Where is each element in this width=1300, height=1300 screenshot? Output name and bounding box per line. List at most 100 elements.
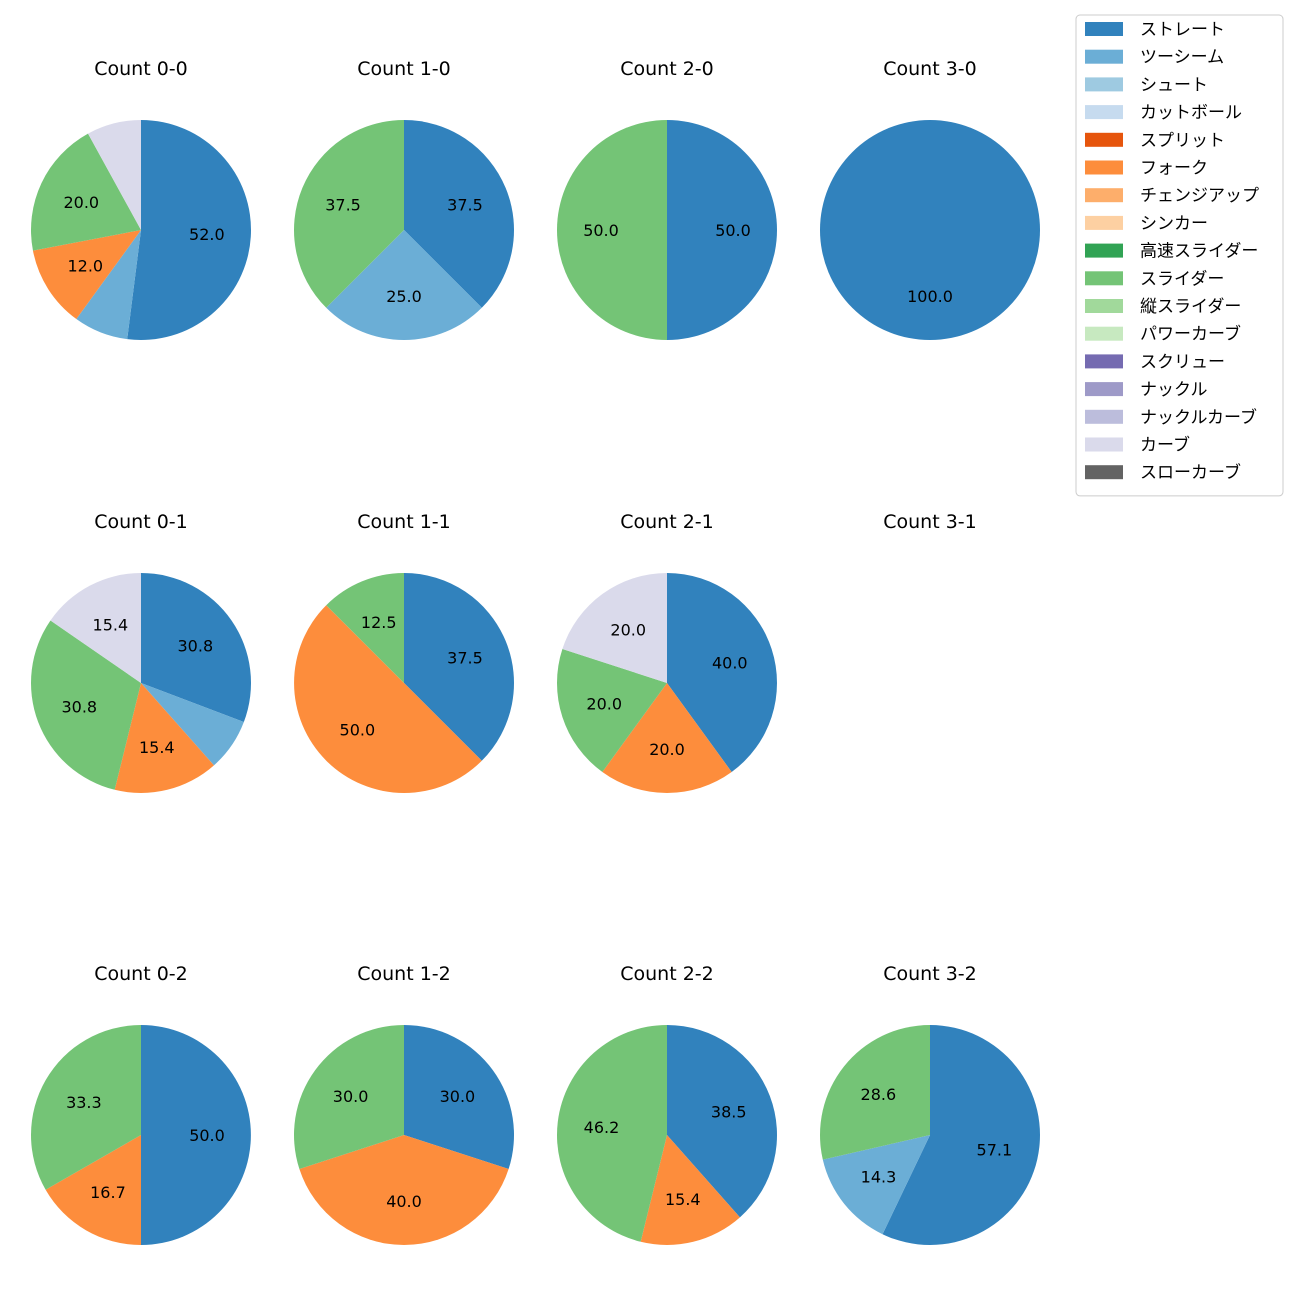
legend-swatch — [1085, 188, 1123, 203]
pie-slice — [667, 1025, 777, 1218]
pie-slice — [404, 1025, 514, 1169]
slice-value-label: 30.8 — [61, 697, 97, 716]
pie-slice — [45, 1135, 141, 1245]
slice-value-label: 38.5 — [711, 1103, 747, 1122]
pie-title: Count 0-0 — [94, 58, 188, 80]
slice-value-label: 37.5 — [447, 649, 483, 668]
legend-swatch — [1085, 132, 1123, 147]
pie-slice — [404, 573, 514, 761]
slice-value-label: 15.4 — [665, 1190, 701, 1209]
pie-6: Count 1-1 37.5 50.0 12.5 — [294, 511, 514, 793]
pie-5: Count 0-1 30.8 15.4 30.8 15.4 — [31, 511, 252, 793]
legend-swatch — [1085, 465, 1123, 480]
legend-label: ストレート — [1140, 20, 1225, 40]
slice-value-label: 50.0 — [340, 721, 376, 740]
pie-slice — [326, 230, 482, 340]
legend-swatch — [1085, 409, 1123, 424]
legend-label: フォーク — [1140, 159, 1208, 179]
pie-slice — [31, 620, 142, 790]
pie-slice — [822, 1135, 930, 1235]
legend-swatch — [1085, 105, 1123, 120]
pie-slice — [326, 573, 404, 683]
legend-swatch — [1085, 22, 1123, 36]
legend-label: ツーシーム — [1140, 48, 1224, 68]
pie-slice — [30, 1025, 141, 1190]
legend-swatch — [1085, 49, 1123, 64]
slice-value-label: 37.5 — [447, 196, 483, 215]
pie-title: Count 1-0 — [357, 58, 451, 80]
legend-label: スプリット — [1140, 131, 1225, 151]
legend-label: スローカーブ — [1140, 462, 1241, 483]
legend-label: スクリュー — [1140, 352, 1225, 372]
pie-slice — [820, 1025, 930, 1160]
pie-slice — [640, 1135, 740, 1245]
slice-value-label: 20.0 — [586, 694, 622, 713]
pie-slice — [299, 1135, 509, 1245]
pie-title: Count 0-2 — [94, 963, 188, 985]
slice-value-label: 20.0 — [63, 193, 99, 212]
pie-title: Count 2-2 — [620, 963, 714, 985]
pie-slice — [294, 605, 482, 793]
slice-value-label: 52.0 — [189, 225, 225, 244]
legend-swatch — [1085, 215, 1123, 230]
pie-slice — [76, 230, 141, 340]
slice-value-label: 100.0 — [907, 287, 953, 306]
legend-label: シンカー — [1140, 214, 1208, 234]
legend-swatch — [1085, 437, 1123, 452]
legend-swatch — [1085, 299, 1123, 313]
slice-value-label: 15.4 — [139, 738, 175, 757]
pie-title: Count 2-1 — [620, 511, 714, 533]
pie-slice — [294, 1025, 404, 1169]
slice-value-label: 16.7 — [90, 1183, 126, 1202]
pie-title: Count 3-1 — [883, 511, 977, 533]
pie-slice — [882, 1025, 1040, 1245]
pie-slice — [88, 120, 141, 230]
legend-swatch — [1085, 77, 1123, 92]
pie-slice — [114, 683, 214, 793]
slice-value-label: 28.6 — [861, 1085, 897, 1104]
pie-title: Count 1-1 — [357, 511, 451, 533]
slice-value-label: 57.1 — [977, 1141, 1013, 1160]
slice-value-label: 20.0 — [610, 621, 646, 640]
pie-10: Count 1-2 30.0 40.0 30.0 — [294, 963, 514, 1245]
pies-layer: Count 0-0 52.0 12.0 20.0 Count 1-0 37.5 25.0 37… — [30, 58, 1040, 1245]
pie-slice — [602, 683, 732, 793]
pie-4: Count 3-0 100.0 — [820, 58, 1040, 340]
slice-value-label: 50.0 — [189, 1126, 225, 1145]
pie-11: Count 2-2 38.5 15.4 46.2 — [557, 963, 777, 1245]
slice-value-label: 30.0 — [440, 1087, 476, 1106]
pie-12: Count 3-2 57.1 14.3 28.6 — [820, 963, 1040, 1245]
pie-title: Count 1-2 — [357, 963, 451, 985]
pie-slice — [667, 120, 777, 340]
slice-value-label: 12.0 — [67, 256, 103, 275]
legend-label: 縦スライダー — [1140, 297, 1241, 317]
legend-label: スライダー — [1140, 269, 1224, 289]
pie-slice — [557, 1025, 667, 1242]
legend-label: ナックルカーブ — [1140, 407, 1257, 428]
pie-7: Count 2-1 40.0 20.0 20.0 20.0 — [557, 511, 777, 793]
pie-title: Count 3-2 — [883, 963, 977, 985]
legend-label: 高速スライダー — [1140, 242, 1258, 262]
pie-slice — [557, 120, 667, 340]
legend-swatch — [1085, 354, 1123, 369]
slice-value-label: 46.2 — [584, 1118, 620, 1137]
slice-value-label: 15.4 — [93, 616, 129, 635]
legend-label: シュート — [1140, 75, 1208, 95]
legend-swatch — [1085, 243, 1123, 258]
pie-9: Count 0-2 50.0 16.7 33.3 — [30, 963, 251, 1245]
pie-3: Count 2-0 50.0 50.0 — [557, 58, 777, 340]
pie-2: Count 1-0 37.5 25.0 37.5 — [294, 58, 514, 340]
pie-slice — [820, 120, 1040, 340]
pie-slice — [557, 649, 667, 772]
slice-value-label: 33.3 — [66, 1093, 102, 1112]
pie-slice — [667, 573, 777, 772]
pie-slice — [50, 573, 142, 683]
pie-slice — [141, 683, 244, 766]
legend-label: パワーカーブ — [1140, 324, 1241, 345]
legend-frame — [1075, 14, 1284, 497]
pie-8: Count 3-1 — [883, 511, 977, 533]
pie-title: Count 0-1 — [94, 511, 188, 533]
pie-slice — [30, 133, 142, 251]
slice-value-label: 30.8 — [178, 637, 214, 656]
legend-label: チェンジアップ — [1140, 186, 1259, 206]
